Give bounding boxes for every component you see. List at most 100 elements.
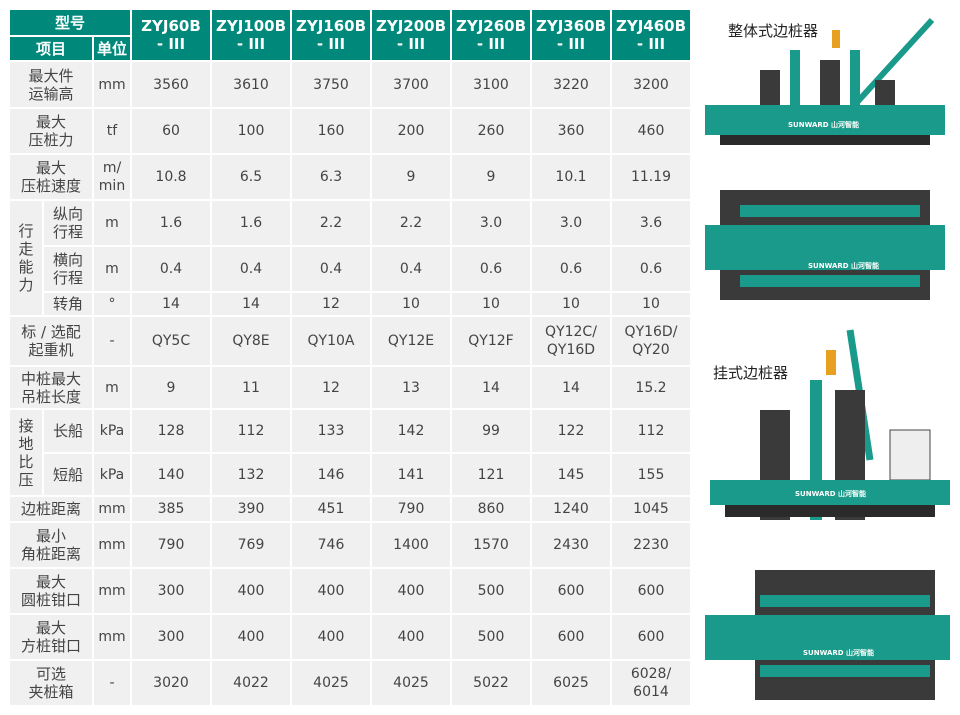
- row-unit: tf: [92, 107, 132, 155]
- value-cell: 600: [610, 613, 692, 661]
- value-cell: 3750: [290, 60, 372, 109]
- integral-machine-top-view: SUNWARD 山河智能: [705, 190, 945, 300]
- item-header: 项目: [8, 35, 94, 62]
- value-cell: 500: [450, 567, 532, 615]
- value-cell: 500: [450, 613, 532, 661]
- value-cell: 4025: [290, 659, 372, 707]
- value-cell: 10.1: [530, 153, 612, 201]
- group-label: 行 走 能 力: [8, 199, 44, 317]
- value-cell: 860: [450, 495, 532, 523]
- brand-logo: SUNWARD 山河智能: [808, 261, 879, 270]
- value-cell: 790: [370, 495, 452, 523]
- row-label: 最大 压桩力: [8, 107, 94, 155]
- row-label: 短船: [42, 452, 94, 497]
- value-cell: 13: [370, 365, 452, 410]
- value-cell: 746: [290, 521, 372, 569]
- row-label: 最大 压桩速度: [8, 153, 94, 201]
- row-unit: kPa: [92, 408, 132, 454]
- table-row: 最大件 运输高 mm 3560 3610 3750 3700 3100 3220 3200: [8, 60, 692, 109]
- row-unit: mm: [92, 521, 132, 569]
- row-label: 横向 行程: [42, 245, 94, 293]
- value-cell: 360: [530, 107, 612, 155]
- value-cell: 400: [290, 613, 372, 661]
- value-cell: 10: [450, 291, 532, 317]
- row-unit: m: [92, 199, 132, 247]
- value-cell: 10: [610, 291, 692, 317]
- value-cell: 3.0: [530, 199, 612, 247]
- value-cell: 1570: [450, 521, 532, 569]
- value-cell: 12: [290, 291, 372, 317]
- value-cell: 99: [450, 408, 532, 454]
- table-row: 短船 kPa 140 132 146 141 121 145 155: [9, 452, 692, 497]
- value-cell: 5022: [450, 659, 532, 707]
- value-cell: QY10A: [290, 315, 372, 367]
- table-row: 最大 方桩钳口 mm 300 400 400 400 500 600 600: [8, 613, 692, 661]
- value-cell: QY8E: [210, 315, 292, 367]
- value-cell: 112: [610, 408, 692, 454]
- model-col: ZYJ60B - III: [130, 8, 212, 62]
- value-cell: 60: [130, 107, 212, 155]
- value-cell: 160: [290, 107, 372, 155]
- row-unit: mm: [92, 495, 132, 523]
- table-row: 中桩最大 吊桩长度 m 9 11 12 13 14 14 15.2: [8, 365, 692, 410]
- value-cell: 400: [370, 567, 452, 615]
- hook-icon: [826, 350, 836, 375]
- row-label: 最大 圆桩钳口: [8, 567, 94, 615]
- value-cell: 400: [210, 613, 292, 661]
- integral-caption: 整体式边桩器: [728, 22, 819, 40]
- table-row: 最大 压桩力 tf 60 100 160 200 260 360 460: [8, 107, 692, 155]
- model-col: ZYJ100B - III: [210, 8, 292, 62]
- value-cell: 14: [530, 365, 612, 410]
- value-cell: 390: [210, 495, 292, 523]
- value-cell: 3.0: [450, 199, 532, 247]
- table-row: 横向 行程 m 0.4 0.4 0.4 0.4 0.6 0.6 0.6: [9, 245, 692, 293]
- hook-icon: [832, 30, 840, 48]
- hanging-machine-top-view: SUNWARD 山河智能: [705, 570, 950, 700]
- value-cell: 10: [370, 291, 452, 317]
- value-cell: 14: [450, 365, 532, 410]
- value-cell: 3560: [130, 60, 212, 109]
- value-cell: 14: [210, 291, 292, 317]
- value-cell: 3.6: [610, 199, 692, 247]
- value-cell: 11: [210, 365, 292, 410]
- row-label: 最小 角桩距离: [8, 521, 94, 569]
- value-cell: 9: [130, 365, 212, 410]
- table-row: 最大 圆桩钳口 mm 300 400 400 400 500 600 600: [8, 567, 692, 615]
- row-label: 纵向 行程: [42, 199, 94, 247]
- row-unit: m: [92, 245, 132, 293]
- table-row: 标 / 选配 起重机 - QY5C QY8E QY10A QY12E QY12F QY12C/…: [8, 315, 692, 367]
- row-unit: mm: [92, 567, 132, 615]
- value-cell: QY16D/ QY20: [610, 315, 692, 367]
- row-label: 边桩距离: [8, 495, 94, 523]
- value-cell: 132: [210, 452, 292, 497]
- unit-header: 单位: [92, 35, 132, 62]
- row-label: 转角: [42, 291, 94, 317]
- value-cell: 385: [130, 495, 212, 523]
- value-cell: 2430: [530, 521, 612, 569]
- value-cell: 155: [610, 452, 692, 497]
- value-cell: 300: [130, 613, 212, 661]
- value-cell: 3610: [210, 60, 292, 109]
- value-cell: 128: [130, 408, 212, 454]
- value-cell: 141: [370, 452, 452, 497]
- value-cell: 1.6: [130, 199, 212, 247]
- model-header: 型号: [8, 8, 132, 37]
- value-cell: 200: [370, 107, 452, 155]
- value-cell: 0.4: [210, 245, 292, 293]
- model-col: ZYJ260B - III: [450, 8, 532, 62]
- value-cell: 4025: [370, 659, 452, 707]
- value-cell: 9: [450, 153, 532, 201]
- value-cell: 600: [530, 567, 612, 615]
- value-cell: 4022: [210, 659, 292, 707]
- value-cell: QY12C/ QY16D: [530, 315, 612, 367]
- value-cell: 6.5: [210, 153, 292, 201]
- value-cell: 6025: [530, 659, 612, 707]
- value-cell: 1240: [530, 495, 612, 523]
- table-row: 最大 压桩速度 m/ min 10.8 6.5 6.3 9 9 10.1 11.19: [8, 153, 692, 201]
- value-cell: 9: [370, 153, 452, 201]
- value-cell: 3100: [450, 60, 532, 109]
- value-cell: 133: [290, 408, 372, 454]
- value-cell: 3220: [530, 60, 612, 109]
- value-cell: 1400: [370, 521, 452, 569]
- value-cell: QY12E: [370, 315, 452, 367]
